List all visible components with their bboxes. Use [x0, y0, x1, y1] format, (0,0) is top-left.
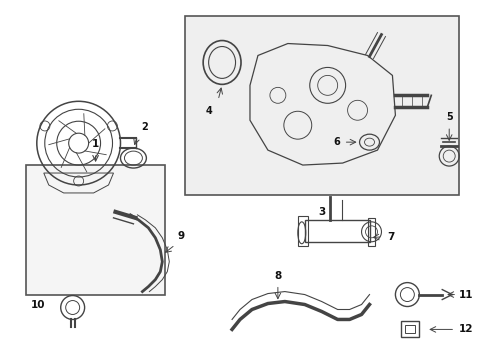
Bar — [26, 165, 165, 294]
Text: 3: 3 — [318, 207, 326, 217]
Text: 8: 8 — [274, 271, 281, 280]
Text: 9: 9 — [177, 231, 184, 241]
Bar — [405, 325, 416, 333]
Text: 12: 12 — [459, 324, 474, 334]
Text: 10: 10 — [31, 300, 46, 310]
Text: 4: 4 — [205, 106, 212, 116]
Text: 7: 7 — [388, 232, 395, 242]
Text: 11: 11 — [459, 289, 474, 300]
Bar — [298, 216, 308, 246]
Text: 1: 1 — [92, 139, 99, 149]
Bar — [185, 15, 459, 195]
Text: 2: 2 — [142, 122, 148, 132]
Bar — [401, 321, 419, 337]
Text: 6: 6 — [333, 137, 340, 147]
Bar — [305, 220, 369, 242]
Text: 5: 5 — [446, 112, 453, 122]
Bar — [368, 218, 375, 246]
